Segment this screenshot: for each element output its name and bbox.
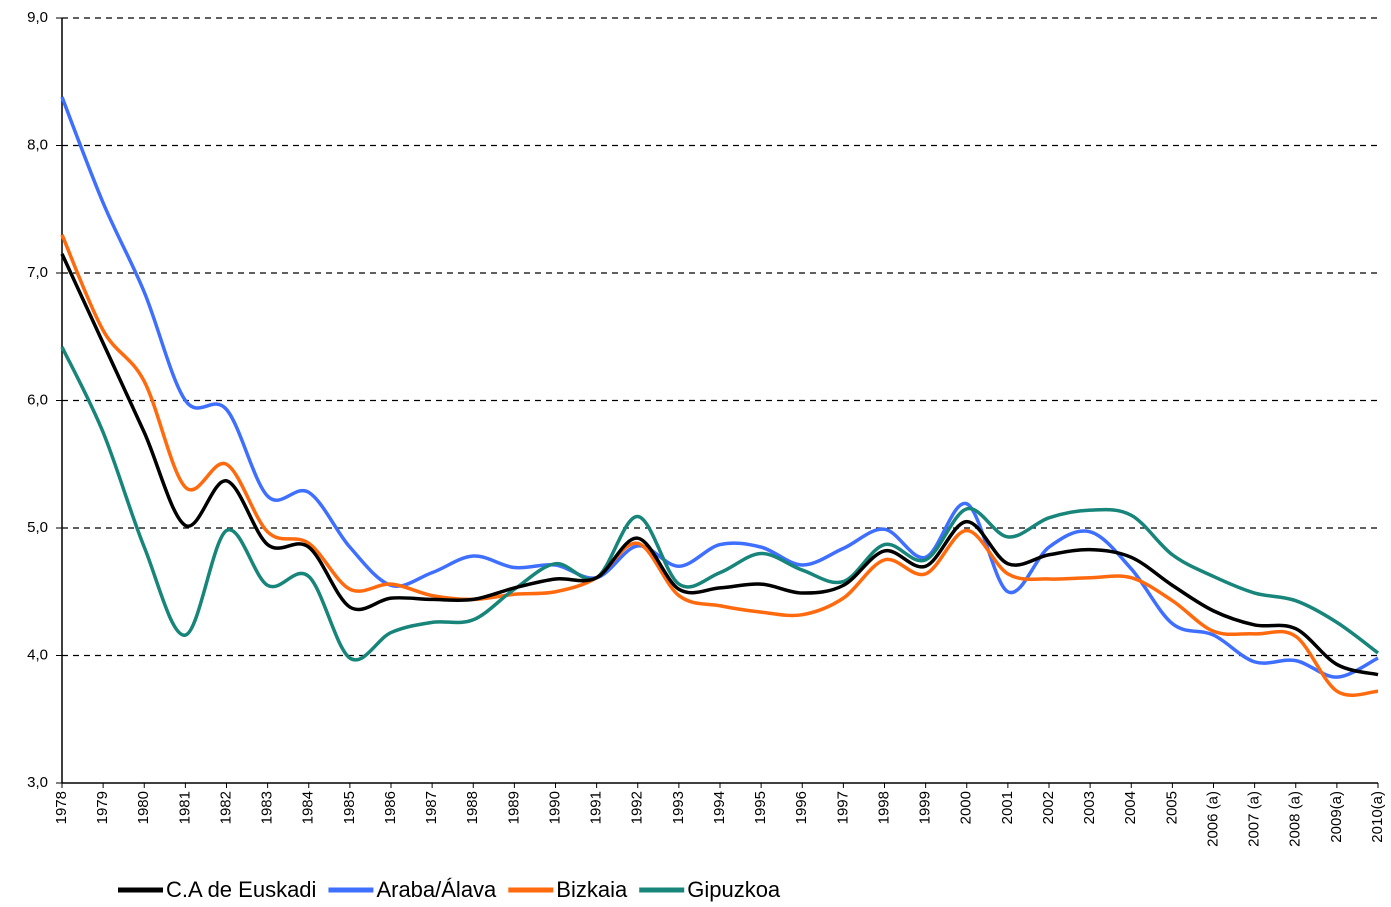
x-tick-label: 2009(a) — [1328, 791, 1345, 843]
x-tick-label: 2004 — [1122, 791, 1139, 824]
x-tick-label: 1999 — [917, 791, 934, 824]
y-tick-label: 7,0 — [27, 264, 48, 281]
x-tick-label: 1991 — [588, 791, 605, 824]
x-tick-label: 1982 — [217, 791, 234, 824]
x-tick-label: 1989 — [505, 791, 522, 824]
x-tick-label: 2008 (a) — [1287, 791, 1304, 847]
y-tick-label: 9,0 — [27, 9, 48, 26]
x-tick-label: 1995 — [752, 791, 769, 824]
x-tick-label: 1990 — [546, 791, 563, 824]
y-tick-label: 5,0 — [27, 519, 48, 536]
x-tick-label: 2001 — [999, 791, 1016, 824]
x-tick-label: 1980 — [135, 791, 152, 824]
series-line — [60, 346, 1380, 662]
x-tick-label: 1986 — [382, 791, 399, 824]
x-tick-label: 1979 — [94, 791, 111, 824]
x-tick-label: 2003 — [1081, 791, 1098, 824]
y-tick-label: 3,0 — [27, 774, 48, 791]
x-tick-label: 2006 (a) — [1204, 791, 1221, 847]
x-tick-label: 1978 — [53, 791, 70, 824]
series-line — [60, 234, 1379, 697]
series-line — [60, 96, 1379, 679]
x-tick-label: 2010(a) — [1369, 791, 1386, 843]
x-tick-label: 2005 — [1163, 791, 1180, 824]
x-tick-label: 1984 — [300, 791, 317, 824]
y-tick-label: 4,0 — [27, 646, 48, 663]
x-tick-label: 1996 — [793, 791, 810, 824]
x-tick-label: 1998 — [875, 791, 892, 824]
x-tick-label: 1983 — [259, 791, 276, 824]
x-tick-label: 2000 — [958, 791, 975, 824]
x-tick-label: 1987 — [423, 791, 440, 824]
x-tick-label: 1992 — [629, 791, 646, 824]
legend-label: Gipuzkoa — [687, 877, 781, 902]
legend-label: Araba/Álava — [376, 877, 497, 902]
x-tick-label: 1985 — [341, 791, 358, 824]
x-tick-label: 1981 — [176, 791, 193, 824]
x-tick-label: 1994 — [711, 791, 728, 824]
x-tick-label: 2007 (a) — [1246, 791, 1263, 847]
legend-label: Bizkaia — [556, 877, 628, 902]
y-tick-label: 6,0 — [27, 391, 48, 408]
legend-label: C.A de Euskadi — [166, 877, 316, 902]
x-tick-label: 2002 — [1040, 791, 1057, 824]
x-tick-label: 1993 — [670, 791, 687, 824]
series-line — [60, 253, 1379, 677]
x-tick-label: 1988 — [464, 791, 481, 824]
y-tick-label: 8,0 — [27, 136, 48, 153]
x-tick-label: 1997 — [834, 791, 851, 824]
